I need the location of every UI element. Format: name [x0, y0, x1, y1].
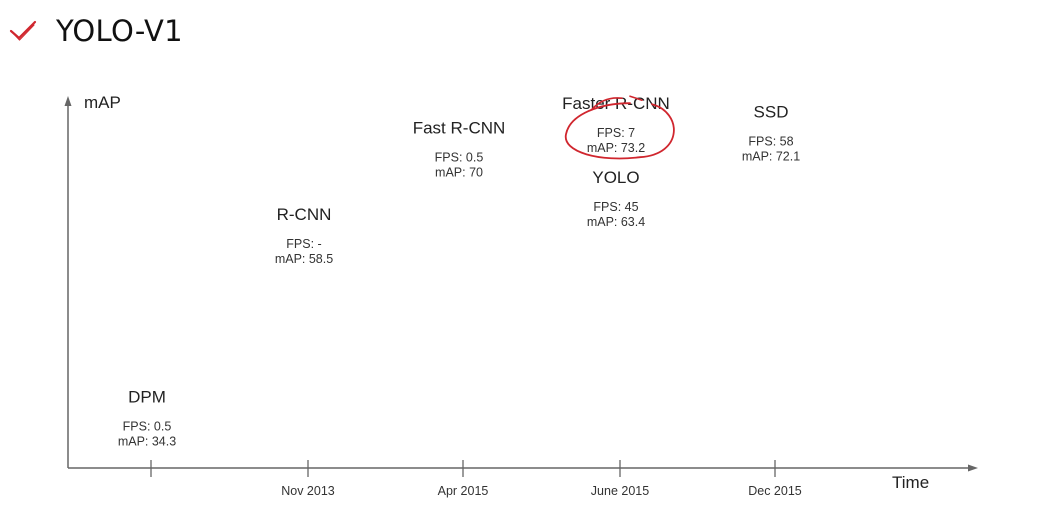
x-axis-label: Time — [892, 473, 929, 492]
y-axis-label: mAP — [84, 93, 121, 112]
model-name: Fast R-CNN — [413, 118, 506, 137]
fps-label: FPS: - — [286, 237, 321, 251]
chart-axes: mAP Time — [64, 93, 978, 492]
slide-header: YOLO-V1 — [8, 14, 183, 48]
map-label: mAP: 72.1 — [742, 149, 800, 163]
map-label: mAP: 73.2 — [587, 141, 645, 155]
check-icon — [9, 20, 37, 41]
y-axis-arrow — [64, 96, 72, 106]
fps-label: FPS: 0.5 — [435, 150, 484, 164]
fps-label: FPS: 7 — [597, 126, 635, 140]
highlight-ellipse — [565, 102, 675, 160]
x-axis-arrow — [968, 464, 978, 472]
model-name: DPM — [128, 388, 166, 407]
highlight-underline — [591, 95, 643, 110]
model-name: R-CNN — [277, 205, 332, 224]
fps-label: FPS: 0.5 — [123, 420, 172, 434]
slide-title: YOLO-V1 — [56, 14, 183, 48]
x-tick-label: Apr 2015 — [438, 484, 489, 498]
map-label: mAP: 63.4 — [587, 215, 645, 229]
x-tick-label: Nov 2013 — [281, 484, 335, 498]
model-name: YOLO — [592, 168, 639, 187]
fps-label: FPS: 58 — [748, 134, 793, 148]
map-label: mAP: 34.3 — [118, 435, 176, 449]
x-tick-label: Dec 2015 — [748, 484, 802, 498]
x-tick-label: June 2015 — [591, 484, 649, 498]
fps-label: FPS: 45 — [593, 200, 638, 214]
map-label: mAP: 70 — [435, 165, 483, 179]
map-label: mAP: 58.5 — [275, 252, 333, 266]
highlight-annotation — [565, 95, 675, 160]
model-point: R-CNN FPS: -mAP: 58.5 — [275, 205, 333, 266]
model-name: SSD — [754, 102, 789, 121]
x-ticks: Nov 2013 Apr 2015 June 2015 Dec 2015 — [150, 460, 802, 498]
